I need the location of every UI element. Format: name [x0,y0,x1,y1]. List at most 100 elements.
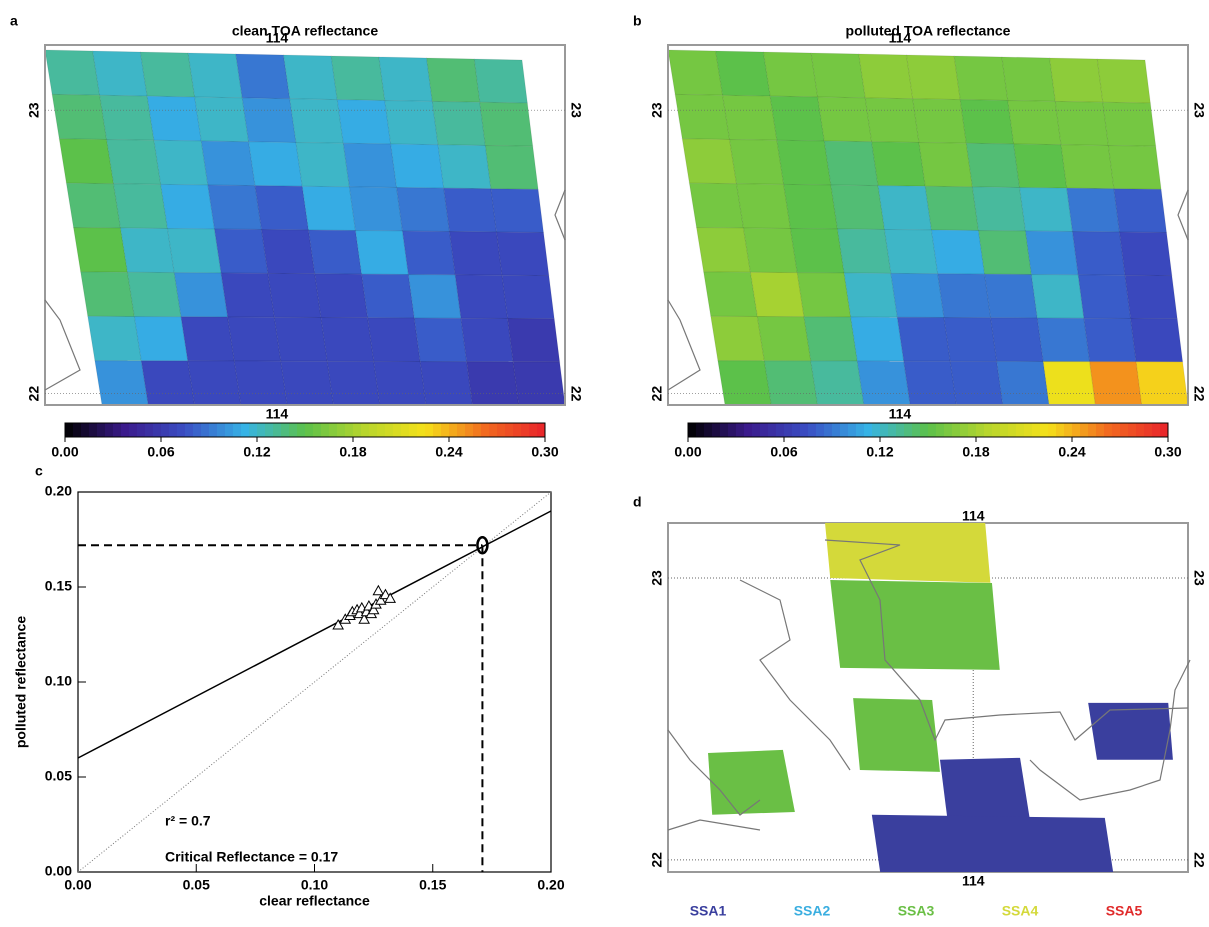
heatmap-cell [1049,57,1104,103]
colorbar-tick-label: 0.06 [770,444,797,460]
colorbar-swatch [1128,423,1137,437]
colorbar-swatch [968,423,977,437]
colorbar-swatch [744,423,753,437]
colorbar-swatch [201,423,210,437]
colorbar-swatch [89,423,98,437]
heatmap-cell [207,184,263,231]
colorbar-swatch [393,423,402,437]
colorbar-swatch [105,423,114,437]
colorbar-swatch [401,423,410,437]
heatmap-cell [235,53,291,100]
heatmap-cell [254,185,310,231]
y-tick-label: 22 [649,386,665,402]
y-tick-label: 22 [568,386,584,402]
colorbar-swatch [944,423,953,437]
panel-title: polluted TOA reflectance [846,23,1011,39]
colorbar-swatch [800,423,809,437]
legend-entry: SSA1 [690,903,727,919]
heatmap-cell [501,274,555,320]
heatmap-cell [1083,317,1137,363]
colorbar-swatch [1104,423,1113,437]
scatter-point [379,588,392,600]
heatmap-cell [289,98,344,144]
colorbar-swatch [305,423,314,437]
colorbar-swatch [241,423,250,437]
heatmap-cell [912,98,967,144]
heatmap-cell [710,315,765,362]
heatmap-cell [776,139,832,186]
colorbar-swatch [856,423,865,437]
y-tick-label: 22 [26,386,42,402]
colorbar-swatch [497,423,506,437]
heatmap-cell [896,316,951,362]
colorbar-swatch [832,423,841,437]
colorbar-swatch [976,423,985,437]
heatmap-cell [187,360,242,406]
annotation: Critical Reflectance = 0.17 [165,849,338,865]
heatmap-cell [756,315,812,362]
colorbar-swatch [97,423,106,437]
colorbar-swatch [297,423,306,437]
heatmap-cell [858,53,914,100]
colorbar-swatch [465,423,474,437]
colorbar-swatch [313,423,322,437]
y-tick-label: 23 [649,570,665,586]
heatmap-cell [959,99,1015,145]
y-tick-label: 23 [568,102,584,118]
heatmap-cell [1102,101,1157,147]
heatmap-cell [695,226,752,273]
heatmap-cell [126,271,182,318]
heatmap-cell [139,51,196,98]
heatmap-cell [146,95,202,142]
heatmap-cell [830,184,886,231]
y-tick-label: 0.00 [45,863,72,879]
heatmap-cell [949,360,1004,406]
heatmap-cell [495,231,550,277]
heatmap-cell [443,187,498,233]
colorbar-swatch [760,423,769,437]
map-frame [667,44,1189,406]
heatmap-cell [1130,317,1184,363]
scatter-point [332,618,344,630]
colorbar-swatch [441,423,450,437]
y-tick-label: 23 [26,102,42,118]
scatter-point [367,603,380,615]
colorbar-swatch [824,423,833,437]
panel-letter: b [633,13,642,29]
colorbar-swatch [840,423,849,437]
heatmap-cell [877,185,933,231]
coastline [44,189,566,391]
colorbar-swatch [792,423,801,437]
heatmap-cell [717,360,772,406]
colorbar-swatch [952,423,961,437]
heatmap-cell [220,272,275,318]
x-tick-label: 114 [962,873,985,889]
heatmap-cell [715,50,771,97]
x-tick-label: 114 [266,406,289,422]
colorbar-swatch [121,423,130,437]
heatmap-cell [407,273,462,319]
heatmap-cell [924,185,980,232]
colorbar-swatch [776,423,785,437]
scatter-point [384,592,397,603]
colorbar-swatch [960,423,969,437]
colorbar-tick-label: 0.12 [866,444,893,460]
panel-letter: c [35,463,43,479]
heatmap-cell [836,228,892,274]
heatmap-cell [507,317,561,363]
colorbar-swatch [481,423,490,437]
colorbar-swatch [193,423,202,437]
heatmap-cell [742,227,798,274]
x-tick-label: 114 [889,30,912,46]
annotation: r² = 0.7 [165,813,211,829]
colorbar-swatch [1000,423,1009,437]
colorbar-swatch [984,423,993,437]
heatmap-cell [930,229,986,275]
colorbar-swatch [249,423,258,437]
heatmap-cell [413,317,468,363]
heatmap-cell [326,360,381,406]
heatmap-cell [918,141,974,188]
heatmap-cell [783,183,839,230]
colorbar-swatch [265,423,274,437]
heatmap-cell [187,52,243,99]
